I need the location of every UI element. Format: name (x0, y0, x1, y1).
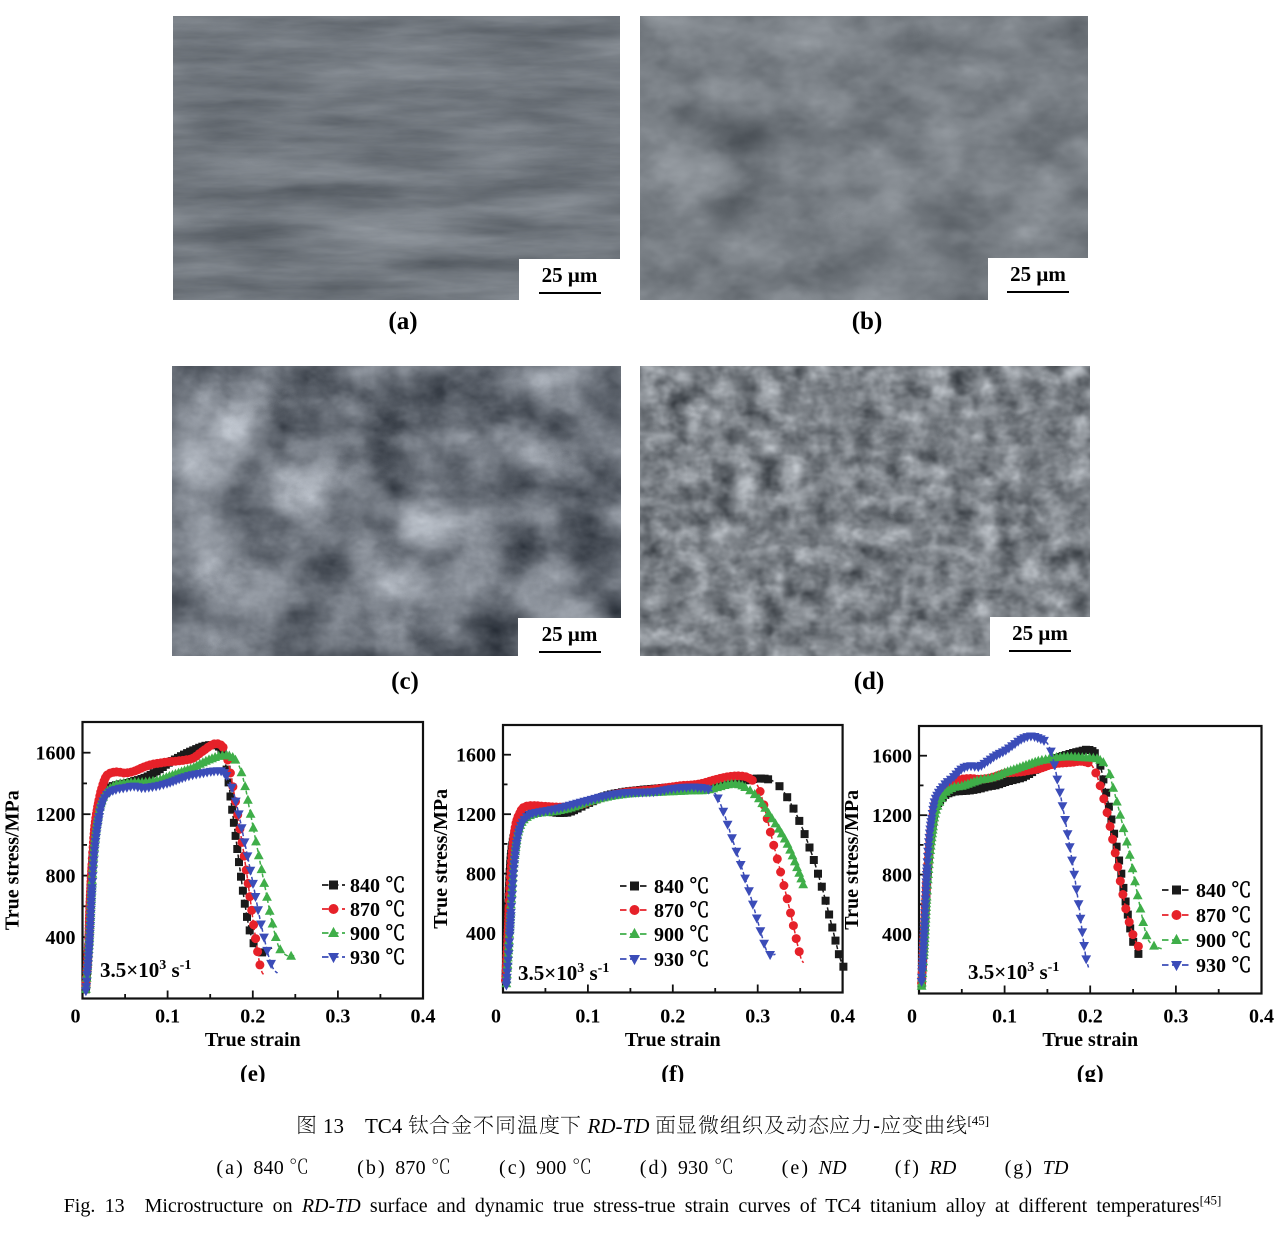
svg-text:840: 840 (350, 875, 380, 897)
svg-text:True stress/MPa: True stress/MPa (2, 790, 24, 930)
svg-text:0.2: 0.2 (660, 1006, 685, 1028)
svg-text:1600: 1600 (872, 746, 912, 768)
svg-text:1200: 1200 (872, 805, 912, 827)
svg-text:870: 870 (654, 900, 684, 922)
svg-text:3.5×103 s-1: 3.5×103 s-1 (100, 958, 191, 982)
svg-text:True stress/MPa: True stress/MPa (430, 789, 452, 929)
svg-text:900: 900 (654, 924, 684, 946)
svg-text:0.3: 0.3 (745, 1006, 770, 1028)
svg-text:930: 930 (350, 947, 380, 969)
svg-text:800: 800 (882, 865, 912, 887)
svg-text:True strain: True strain (625, 1029, 721, 1051)
svg-text:True strain: True strain (1042, 1029, 1138, 1051)
svg-text:0.3: 0.3 (325, 1006, 350, 1028)
svg-text:0: 0 (907, 1006, 917, 1028)
svg-text:1600: 1600 (456, 745, 496, 767)
svg-text:0.3: 0.3 (1163, 1006, 1188, 1028)
svg-text:840: 840 (654, 876, 684, 898)
svg-text:840: 840 (1196, 880, 1226, 902)
svg-text:3.5×103 s-1: 3.5×103 s-1 (968, 960, 1059, 984)
svg-text:1600: 1600 (36, 743, 76, 765)
svg-text:1200: 1200 (36, 804, 76, 826)
svg-text:0.1: 0.1 (992, 1006, 1017, 1028)
svg-text:0.2: 0.2 (1078, 1006, 1103, 1028)
svg-text:0: 0 (491, 1006, 501, 1028)
svg-text:(f): (f) (661, 1061, 684, 1082)
svg-text:870: 870 (1196, 905, 1226, 927)
svg-text:0.4: 0.4 (1249, 1006, 1274, 1028)
svg-text:1200: 1200 (456, 804, 496, 826)
svg-text:400: 400 (46, 927, 76, 949)
svg-text:(g): (g) (1077, 1061, 1104, 1082)
svg-text:True strain: True strain (205, 1029, 301, 1051)
svg-text:400: 400 (882, 924, 912, 946)
svg-text:0.4: 0.4 (411, 1006, 436, 1028)
svg-text:930: 930 (654, 949, 684, 971)
svg-text:800: 800 (466, 864, 496, 886)
svg-text:0.4: 0.4 (830, 1006, 855, 1028)
svg-text:0.2: 0.2 (240, 1006, 265, 1028)
svg-text:0: 0 (71, 1006, 81, 1028)
svg-text:900: 900 (1196, 930, 1226, 952)
svg-text:(e): (e) (240, 1061, 266, 1082)
svg-text:870: 870 (350, 899, 380, 921)
svg-text:0.1: 0.1 (575, 1006, 600, 1028)
svg-text:900: 900 (350, 923, 380, 945)
svg-text:400: 400 (466, 923, 496, 945)
svg-text:0.1: 0.1 (155, 1006, 180, 1028)
svg-text:True stress/MPa: True stress/MPa (845, 790, 863, 930)
svg-text:3.5×103 s-1: 3.5×103 s-1 (518, 961, 609, 985)
svg-text:930: 930 (1196, 955, 1226, 977)
svg-text:800: 800 (46, 866, 76, 888)
